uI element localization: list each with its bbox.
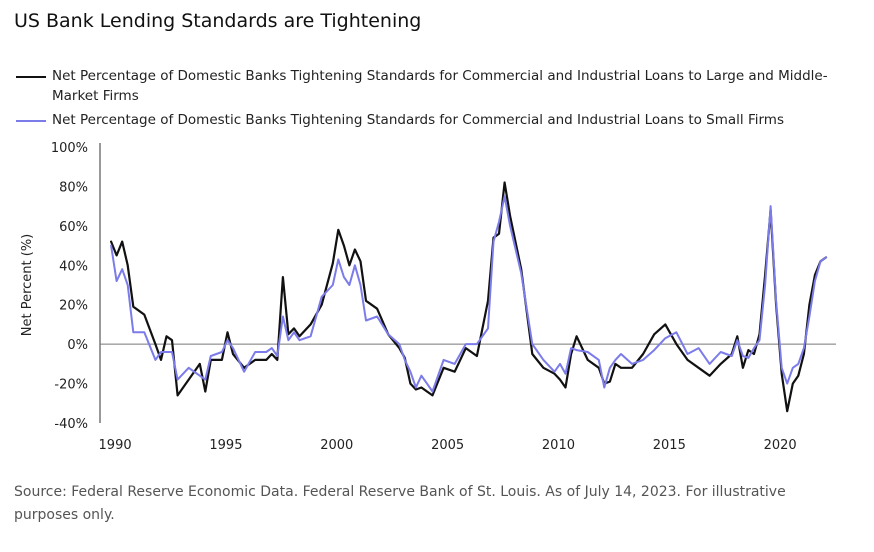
legend-label-small-firms: Net Percentage of Domestic Banks Tighten…: [52, 112, 784, 128]
y-tick-label: 40%: [59, 259, 88, 274]
series-line-large-firms: [109, 181, 828, 413]
x-tick-label: 1995: [209, 438, 242, 453]
x-tick-label: 2000: [320, 438, 353, 453]
source-note: Source: Federal Reserve Economic Data. F…: [14, 484, 786, 523]
x-tick-label: 2010: [542, 438, 575, 453]
legend-item-large-firms: Net Percentage of Domestic Banks Tighten…: [16, 66, 856, 106]
y-tick-label: 20%: [59, 299, 88, 314]
y-tick-label: -40%: [54, 417, 88, 432]
y-tick-label: 100%: [51, 141, 88, 156]
y-tick-label: 80%: [59, 180, 88, 195]
line-chart: 100% 80% 60% 40% 20% 0% -20% -40% 1990 1995 2000 20…: [20, 141, 836, 453]
x-tick-label: 2005: [431, 438, 464, 453]
x-tick-label: 2020: [764, 438, 797, 453]
y-tick-label: -20%: [54, 378, 88, 393]
chart-title: US Bank Lending Standards are Tightening: [14, 10, 422, 32]
x-tick-label: 2015: [653, 438, 686, 453]
series-line-small-firms: [110, 195, 827, 393]
legend-label-large-firms: Net Percentage of Domestic Banks Tighten…: [52, 68, 828, 104]
y-tick-label: 0%: [67, 338, 88, 353]
chart-legend: Net Percentage of Domestic Banks Tighten…: [16, 66, 856, 134]
legend-item-small-firms: Net Percentage of Domestic Banks Tighten…: [16, 110, 856, 130]
x-tick-label: 1990: [99, 438, 132, 453]
y-axis-title: Net Percent (%): [20, 234, 35, 337]
legend-swatch-large-firms: [16, 76, 46, 78]
legend-swatch-small-firms: [16, 120, 46, 122]
y-tick-label: 60%: [59, 220, 88, 235]
